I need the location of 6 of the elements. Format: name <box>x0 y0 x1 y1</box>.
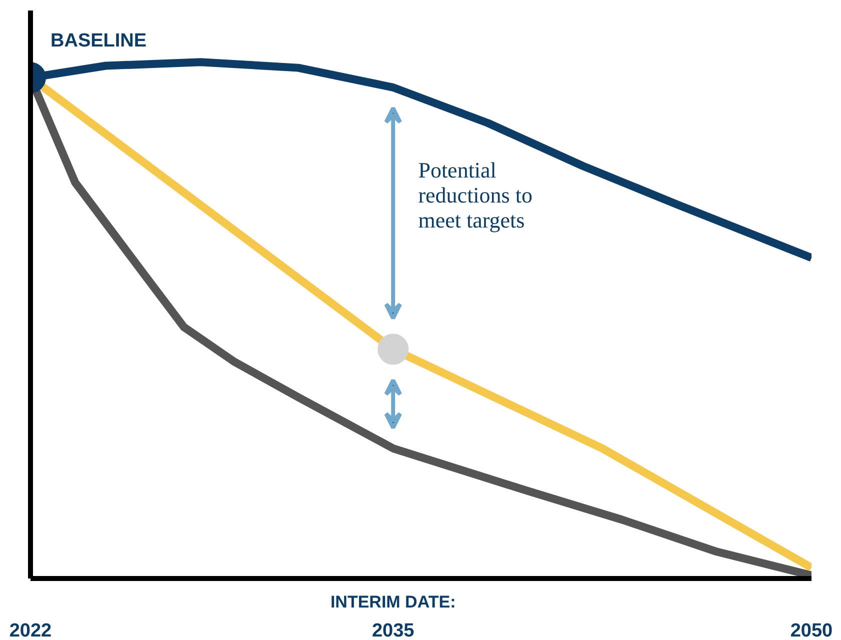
x-tick-label: 2022 <box>9 620 52 640</box>
text: INTERIM DATE: <box>330 592 456 612</box>
annotation: Potential reductions to meet targets <box>418 158 532 233</box>
x-tick-label: 2035 <box>372 620 415 640</box>
x-tick-label: 2050 <box>790 620 833 640</box>
annotation: BASELINE <box>50 30 147 52</box>
